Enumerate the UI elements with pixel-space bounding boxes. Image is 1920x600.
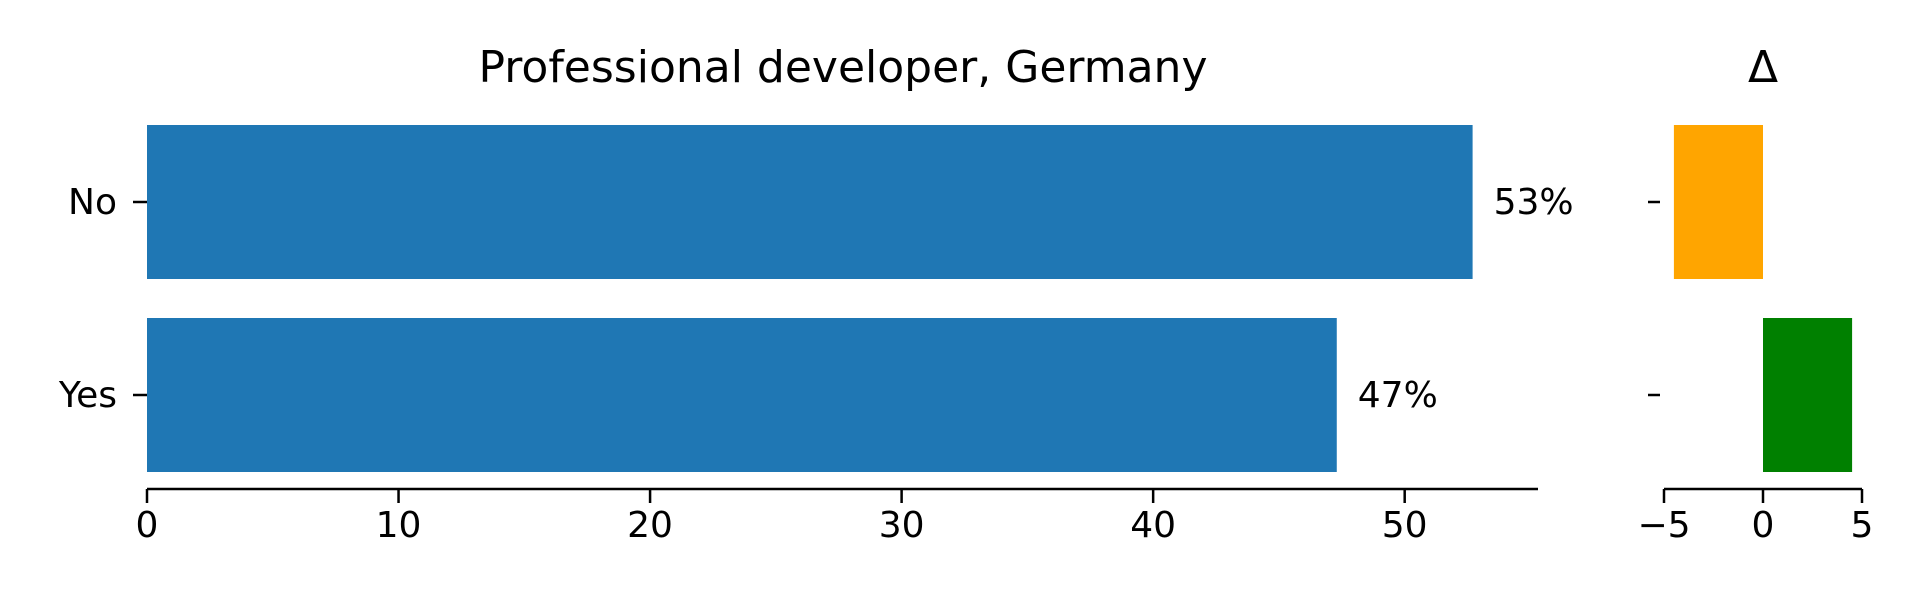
delta-x-tick-label: −5 — [1637, 505, 1690, 546]
bar-no — [147, 125, 1473, 279]
main-y-axis: No Yes — [58, 182, 147, 416]
bar-yes — [147, 318, 1337, 472]
x-tick-label: 50 — [1382, 505, 1428, 546]
delta-y-axis — [1648, 200, 1660, 397]
delta-x-axis: −5 0 5 — [1637, 487, 1874, 546]
x-tick-label: 10 — [376, 505, 422, 546]
delta-bar-no — [1673, 125, 1763, 279]
x-tick-label: 40 — [1130, 505, 1176, 546]
y-tick-label-yes: Yes — [58, 375, 117, 416]
delta-bar-yes — [1763, 318, 1853, 472]
x-tick-label: 0 — [136, 505, 159, 546]
data-label-no: 53% — [1494, 182, 1574, 223]
main-bar-panel: Professional developer, Germany 53% 47% N… — [58, 42, 1574, 546]
main-x-axis: 0 10 20 30 40 50 — [136, 487, 1538, 546]
main-bars: 53% 47% — [147, 125, 1574, 472]
x-tick-label: 30 — [879, 505, 925, 546]
data-label-yes: 47% — [1358, 375, 1438, 416]
delta-x-tick-label: 0 — [1752, 505, 1775, 546]
main-chart-title: Professional developer, Germany — [479, 42, 1208, 93]
delta-x-tick-label: 5 — [1851, 505, 1874, 546]
delta-bars — [1673, 125, 1853, 472]
x-tick-label: 20 — [627, 505, 673, 546]
delta-chart-title: Δ — [1748, 42, 1778, 93]
y-tick-label-no: No — [68, 182, 117, 223]
delta-bar-panel: Δ −5 0 5 — [1637, 42, 1873, 546]
